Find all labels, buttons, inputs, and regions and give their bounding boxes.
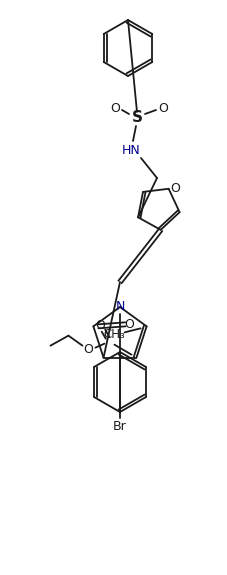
Text: O: O: [95, 319, 105, 332]
Text: S: S: [131, 110, 142, 125]
Text: O: O: [110, 102, 119, 114]
Text: O: O: [124, 318, 134, 331]
Text: Br: Br: [113, 420, 126, 432]
Text: N: N: [115, 301, 124, 313]
Text: O: O: [157, 102, 167, 114]
Text: O: O: [170, 182, 180, 196]
Text: O: O: [83, 343, 93, 356]
Text: CH₃: CH₃: [103, 328, 125, 341]
Text: HN: HN: [121, 144, 140, 156]
